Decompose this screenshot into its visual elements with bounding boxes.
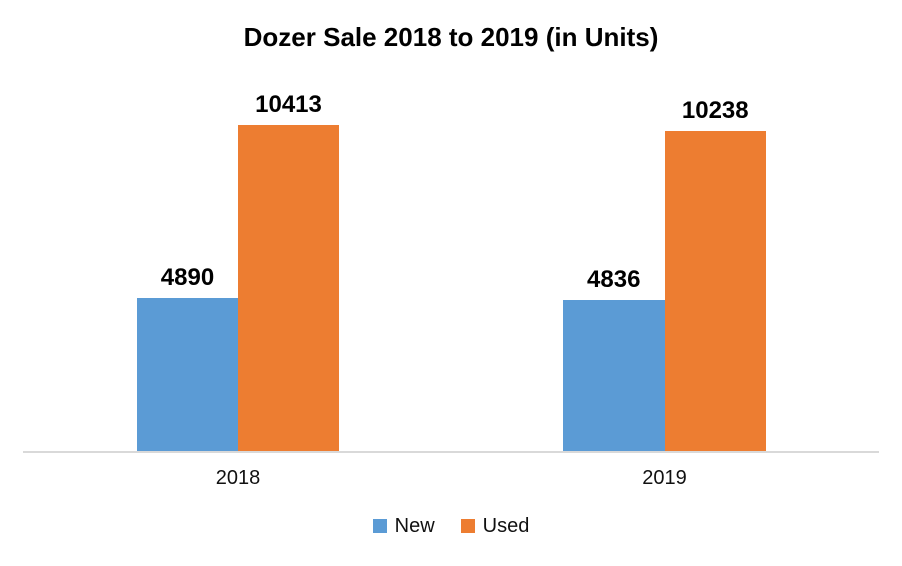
chart-title: Dozer Sale 2018 to 2019 (in Units) — [243, 22, 659, 52]
legend-label-used: Used — [482, 515, 530, 537]
data-label-2019-used: 10238 — [681, 97, 749, 124]
data-label-2019-new: 4836 — [587, 266, 641, 293]
bar-column-2019-used: 10238 — [664, 97, 766, 451]
bar-column-2019-new: 4836 — [563, 268, 665, 451]
data-label-2018-new: 4890 — [160, 264, 215, 291]
legend-swatch-used — [460, 519, 475, 533]
legend-item-used: Used — [460, 515, 530, 537]
legend-swatch-new — [372, 519, 387, 533]
legend-label-new: New — [394, 515, 435, 537]
bar-2019-used — [664, 131, 766, 451]
bar-group-2018: 4890 10413 — [137, 93, 339, 451]
plot-area: 4890 10413 4836 10238 — [23, 90, 879, 453]
legend-item-new: New — [372, 515, 435, 537]
bar-column-2018-new: 4890 — [137, 266, 238, 451]
bar-2018-new — [137, 298, 238, 451]
bar-2018-used — [238, 125, 339, 451]
bar-2019-new — [563, 300, 665, 451]
x-axis-label-2019: 2019 — [642, 467, 687, 489]
bar-column-2018-used: 10413 — [238, 93, 339, 451]
x-axis-label-2018: 2018 — [215, 467, 261, 489]
data-label-2018-used: 10413 — [255, 91, 322, 118]
legend: New Used — [0, 516, 902, 536]
bar-group-2019: 4836 10238 — [563, 99, 766, 451]
